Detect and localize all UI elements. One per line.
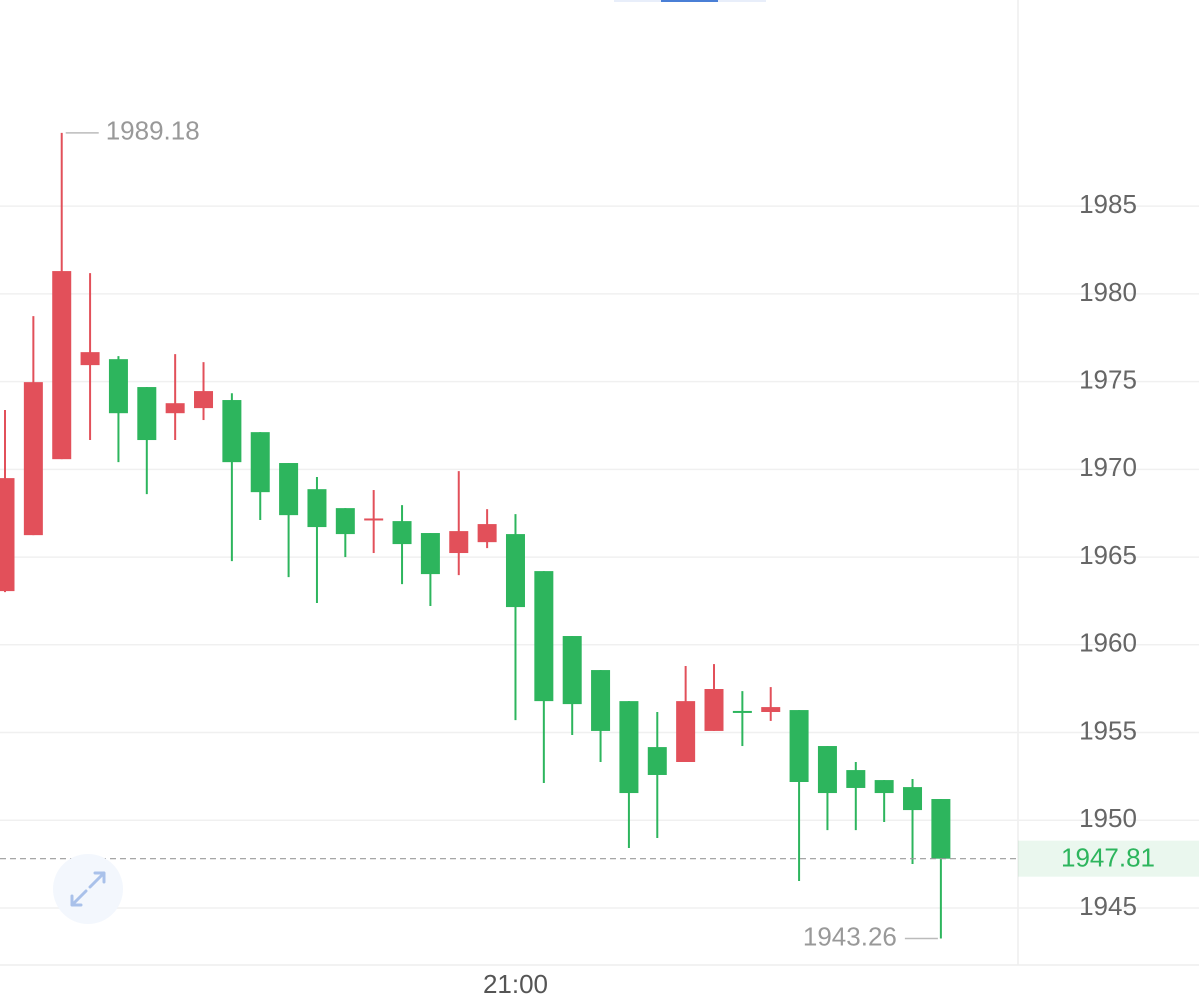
candle-body xyxy=(279,463,299,516)
grid: 1945 1950 1955 1960 1965 1970 1975 1980 1985 xyxy=(0,189,1199,921)
candle-body xyxy=(647,747,667,775)
tab-indicator xyxy=(661,0,718,2)
candle-body xyxy=(165,403,185,414)
candle-body xyxy=(761,707,781,712)
candle-body xyxy=(194,391,214,409)
labels: 21:00 1989.18 1943.26 1947.81 xyxy=(0,116,1199,999)
candle-body xyxy=(137,387,157,441)
x-tick-label: 21:00 xyxy=(483,969,548,999)
candle-body xyxy=(222,400,242,463)
candle-body xyxy=(903,787,923,811)
y-tick-label: 1945 xyxy=(1079,891,1137,921)
candle-body xyxy=(392,521,412,545)
candle-body xyxy=(335,508,355,535)
candle-body xyxy=(846,770,866,788)
candle-body xyxy=(619,701,639,794)
candle-body xyxy=(704,689,724,731)
candle-body xyxy=(477,524,497,543)
candle-body xyxy=(0,478,15,592)
candle-body xyxy=(676,701,696,762)
candle-body xyxy=(108,359,128,414)
candle-body xyxy=(732,710,752,713)
y-tick-label: 1975 xyxy=(1079,364,1137,394)
high-label: 1989.18 xyxy=(106,116,200,146)
candle-body xyxy=(874,780,894,794)
candles xyxy=(0,132,951,939)
candle-body xyxy=(364,518,384,521)
candle-body xyxy=(307,489,327,528)
candle-body xyxy=(52,271,72,460)
candle-body xyxy=(534,571,554,702)
y-tick-label: 1955 xyxy=(1079,715,1137,745)
candle-body xyxy=(250,432,270,493)
y-tick-label: 1950 xyxy=(1079,803,1137,833)
y-tick-label: 1965 xyxy=(1079,540,1137,570)
candle-body xyxy=(817,746,837,794)
last-price-box xyxy=(1018,840,1199,877)
low-label: 1943.26 xyxy=(803,921,897,951)
candle-body xyxy=(789,710,809,783)
y-tick-label: 1970 xyxy=(1079,452,1137,482)
candle-body xyxy=(23,382,43,536)
candle-body xyxy=(80,352,100,366)
last-price-label: 1947.81 xyxy=(1061,843,1155,873)
y-tick-label: 1960 xyxy=(1079,628,1137,658)
candle-body xyxy=(420,533,440,575)
candle-body xyxy=(591,670,611,731)
candle-body xyxy=(931,799,951,859)
y-tick-label: 1985 xyxy=(1079,189,1137,219)
y-tick-label: 1980 xyxy=(1079,277,1137,307)
candle-body xyxy=(562,636,582,705)
candle-body xyxy=(449,531,469,554)
expand-button[interactable] xyxy=(53,854,123,924)
candle-body xyxy=(505,534,525,608)
